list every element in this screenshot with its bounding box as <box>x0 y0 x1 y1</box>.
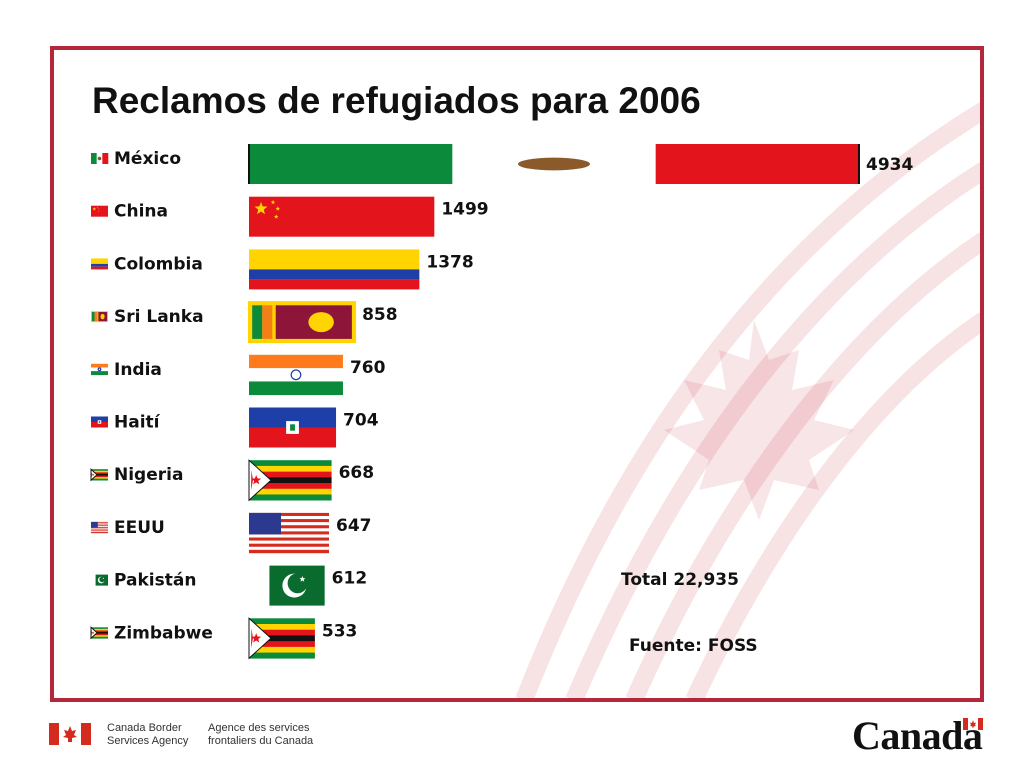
value-label: 1378 <box>426 252 473 272</box>
canada-flag-icon <box>49 723 91 745</box>
value-label: 533 <box>322 621 358 641</box>
bar <box>249 354 343 396</box>
value-label: 668 <box>339 463 375 483</box>
bar <box>249 512 329 554</box>
agency-fr-line1: Agence des services <box>208 722 310 734</box>
agency-name-french: Agence des services frontaliers du Canad… <box>208 722 313 748</box>
total-annotation: Total 22,935 <box>621 570 739 590</box>
agency-en-line2: Services Agency <box>107 735 189 747</box>
category-label: EEUU <box>114 518 165 538</box>
bar <box>248 459 332 502</box>
china-flag-icon <box>91 205 108 217</box>
canada-wordmark: Canada <box>852 713 983 758</box>
bar-chart: México 4934 China 1499 Colombia 1378 Sri Lanka… <box>90 102 980 698</box>
value-label: 704 <box>343 411 379 431</box>
agency-fr-line2: frontaliers du Canada <box>208 735 314 747</box>
maple-leaf-watermark <box>664 320 854 520</box>
nigeria-flag-icon <box>90 468 108 482</box>
category-label: India <box>114 360 162 380</box>
sri-lanka-flag-icon <box>91 311 108 323</box>
india-flag-icon <box>91 363 108 376</box>
value-label: 760 <box>350 358 386 378</box>
bar <box>249 565 325 606</box>
colombia-flag-icon <box>91 258 108 270</box>
value-label: 612 <box>332 569 368 589</box>
bar <box>248 144 860 184</box>
background-swoosh-decoration <box>515 102 980 698</box>
category-label: Pakistán <box>114 571 196 591</box>
agency-name-english: Canada Border Services Agency <box>107 722 188 748</box>
category-label: Colombia <box>114 254 203 274</box>
category-label: Sri Lanka <box>114 307 204 327</box>
wordmark-flag-icon <box>963 718 983 730</box>
agency-en-line1: Canada Border <box>107 722 182 734</box>
pakistan-flag-icon <box>91 574 108 586</box>
value-label: 1499 <box>441 200 488 220</box>
value-label: 647 <box>336 516 372 536</box>
bar <box>249 249 420 290</box>
zimbabwe-flag-icon <box>90 626 108 640</box>
haiti-flag-icon <box>91 416 108 428</box>
category-label: Zimbabwe <box>114 623 213 643</box>
category-label: Nigeria <box>114 465 183 485</box>
bar <box>249 407 337 448</box>
value-label: 858 <box>362 305 398 325</box>
bar <box>249 196 435 237</box>
slide-frame: Reclamos de refugiados para 2006 México 4… <box>50 46 984 702</box>
source-annotation: Fuente: FOSS <box>629 636 758 656</box>
category-label: China <box>114 202 168 222</box>
value-label: 4934 <box>866 155 913 175</box>
bar <box>248 301 357 344</box>
mexico-flag-icon <box>91 153 109 164</box>
chart-title: Reclamos de refugiados para 2006 <box>92 80 701 121</box>
usa-flag-icon <box>91 521 108 534</box>
bar <box>248 617 315 660</box>
category-label: Haití <box>114 413 161 433</box>
category-label: México <box>114 149 181 169</box>
